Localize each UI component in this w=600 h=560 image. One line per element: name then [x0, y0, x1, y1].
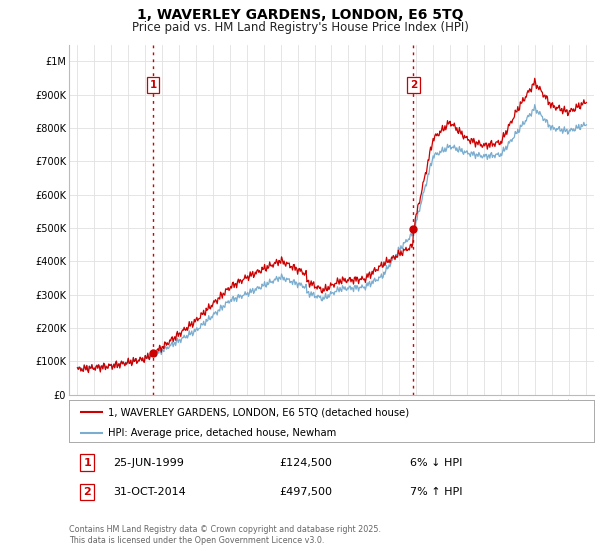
Text: 7% ↑ HPI: 7% ↑ HPI: [410, 487, 463, 497]
Text: 1: 1: [83, 458, 91, 468]
Text: 2: 2: [83, 487, 91, 497]
Text: £497,500: £497,500: [279, 487, 332, 497]
Text: Contains HM Land Registry data © Crown copyright and database right 2025.
This d: Contains HM Land Registry data © Crown c…: [69, 525, 381, 545]
Text: HPI: Average price, detached house, Newham: HPI: Average price, detached house, Newh…: [109, 428, 337, 438]
Text: 6% ↓ HPI: 6% ↓ HPI: [410, 458, 463, 468]
Text: 2: 2: [410, 80, 417, 90]
Text: 1, WAVERLEY GARDENS, LONDON, E6 5TQ: 1, WAVERLEY GARDENS, LONDON, E6 5TQ: [137, 8, 463, 22]
Text: 1: 1: [149, 80, 157, 90]
Text: £124,500: £124,500: [279, 458, 332, 468]
Text: 25-JUN-1999: 25-JUN-1999: [113, 458, 185, 468]
Text: 1, WAVERLEY GARDENS, LONDON, E6 5TQ (detached house): 1, WAVERLEY GARDENS, LONDON, E6 5TQ (det…: [109, 407, 409, 417]
Text: 31-OCT-2014: 31-OCT-2014: [113, 487, 187, 497]
Text: Price paid vs. HM Land Registry's House Price Index (HPI): Price paid vs. HM Land Registry's House …: [131, 21, 469, 34]
